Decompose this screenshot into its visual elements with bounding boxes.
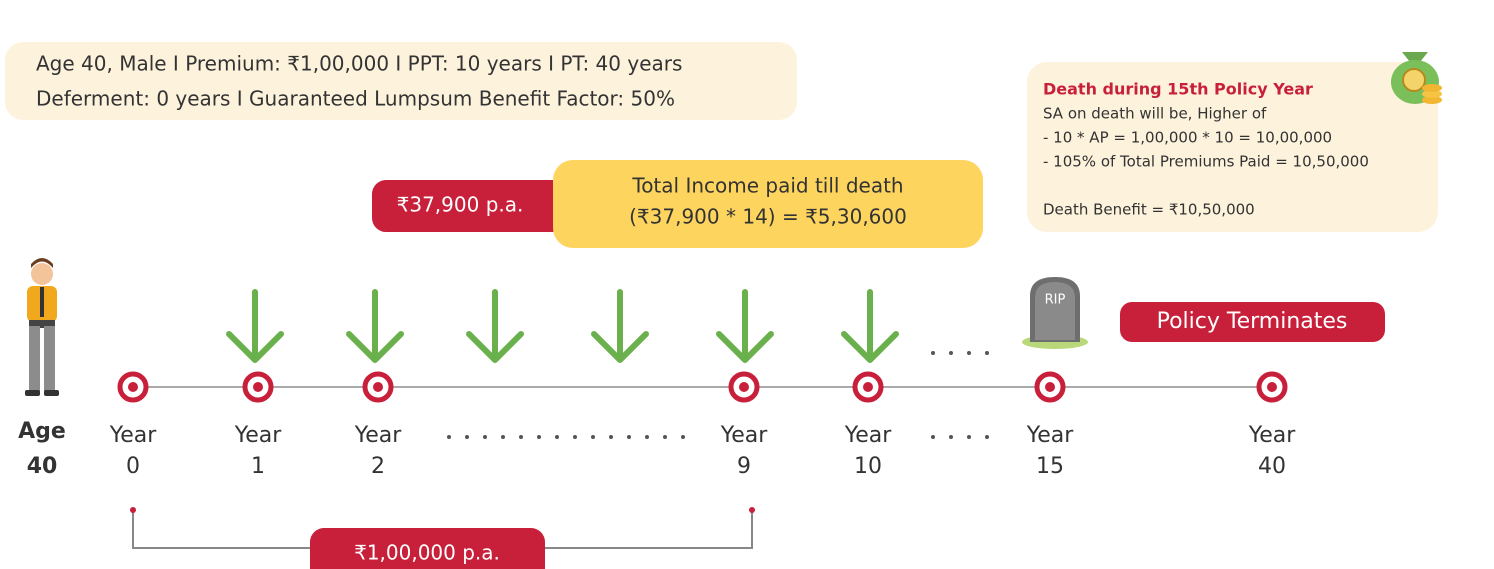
dot	[985, 351, 989, 355]
total-income-box	[553, 160, 983, 248]
info-box	[5, 42, 797, 120]
dot	[663, 435, 667, 439]
total-income-value: (₹37,900 * 14) = ₹5,30,600	[629, 205, 907, 229]
dot	[627, 435, 631, 439]
age-value: 40	[27, 454, 58, 479]
bracket-end	[749, 507, 755, 513]
dot	[465, 435, 469, 439]
info-line: Age 40, Male I Premium: ₹1,00,000 I PPT:…	[36, 52, 682, 76]
dot	[985, 435, 989, 439]
dot	[931, 351, 935, 355]
down-arrow	[716, 289, 774, 363]
terminates-pill	[1120, 302, 1385, 342]
year-marker-dot	[1045, 382, 1055, 392]
year-word: Year	[1248, 423, 1297, 448]
dot	[537, 435, 541, 439]
year-marker-dot	[373, 382, 383, 392]
ellipsis-dots	[447, 351, 989, 439]
dot	[501, 435, 505, 439]
year-word: Year	[844, 423, 893, 448]
dot	[555, 435, 559, 439]
death-benefit: Death Benefit = ₹10,50,000	[1043, 201, 1255, 219]
dot	[949, 351, 953, 355]
death-box	[1027, 62, 1438, 232]
year-number: 2	[371, 454, 385, 479]
year-word: Year	[720, 423, 769, 448]
year-marker-dot	[863, 382, 873, 392]
dot	[967, 351, 971, 355]
dot	[967, 435, 971, 439]
dot	[573, 435, 577, 439]
grave-text: RIP	[1045, 293, 1066, 308]
gravestone-icon	[1022, 277, 1088, 349]
down-arrow	[226, 289, 284, 363]
dot	[931, 435, 935, 439]
year-number: 10	[854, 454, 882, 479]
dot	[681, 435, 685, 439]
down-arrow	[346, 289, 404, 363]
premium-text: ₹1,00,000 p.a.	[354, 541, 500, 565]
death-title: Death during 15th Policy Year	[1043, 80, 1313, 99]
year-number: 9	[737, 454, 751, 479]
total-income-title: Total Income paid till death	[631, 174, 903, 198]
down-arrow	[591, 289, 649, 363]
year-marker-dot	[1267, 382, 1277, 392]
income-pill	[372, 180, 572, 232]
info-line: Deferment: 0 years I Guaranteed Lumpsum …	[36, 87, 675, 111]
year-number: 15	[1036, 454, 1064, 479]
death-line: SA on death will be, Higher of	[1043, 105, 1267, 123]
dot	[483, 435, 487, 439]
age-label: Age	[18, 419, 66, 444]
year-word: Year	[109, 423, 158, 448]
bracket-end	[130, 507, 136, 513]
year-marker-dot	[739, 382, 749, 392]
premium-pill	[310, 528, 545, 569]
dot	[591, 435, 595, 439]
person-icon	[25, 258, 59, 396]
death-line: - 105% of Total Premiums Paid = 10,50,00…	[1043, 153, 1369, 171]
down-arrow	[466, 289, 524, 363]
death-line: - 10 * AP = 1,00,000 * 10 = 10,00,000	[1043, 129, 1332, 147]
terminates-text: Policy Terminates	[1157, 309, 1348, 334]
dot	[645, 435, 649, 439]
arrows	[226, 289, 899, 363]
down-arrow	[841, 289, 899, 363]
year-marker-dot	[128, 382, 138, 392]
dot	[447, 435, 451, 439]
year-word: Year	[234, 423, 283, 448]
death-lines: SA on death will be, Higher of - 10 * AP …	[1043, 105, 1369, 171]
year-number: 1	[251, 454, 265, 479]
income-amount: ₹37,900 p.a.	[397, 193, 524, 217]
year-marker-dot	[253, 382, 263, 392]
year-number: 0	[126, 454, 140, 479]
dot	[519, 435, 523, 439]
year-word: Year	[1026, 423, 1075, 448]
dot	[609, 435, 613, 439]
years: Year 0 Year 1 Year 2 Year 9 Year 10 Year 15 Year 40	[109, 371, 1297, 479]
money-bag-icon	[1391, 52, 1442, 104]
year-word: Year	[354, 423, 403, 448]
year-number: 40	[1258, 454, 1286, 479]
dot	[949, 435, 953, 439]
